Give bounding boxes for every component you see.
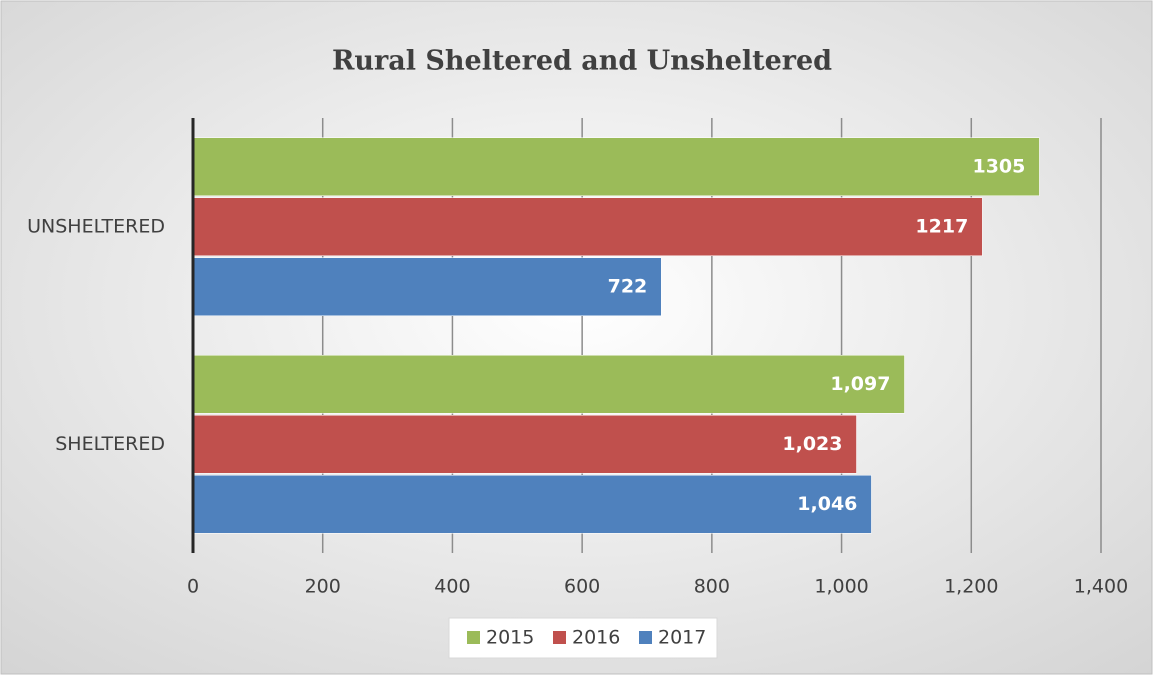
x-tick-label: 1,000	[814, 576, 868, 598]
legend-swatch	[553, 631, 566, 644]
bar	[192, 257, 662, 316]
bar	[192, 415, 857, 474]
y-tick-label: UNSHELTERED	[27, 215, 165, 237]
legend-swatch	[639, 631, 652, 644]
legend-box	[448, 617, 718, 659]
x-tick-label: 400	[434, 576, 470, 598]
data-label: 1305	[972, 155, 1025, 177]
x-tick-label: 600	[564, 576, 600, 598]
legend-swatch	[467, 631, 480, 644]
legend-label: 2017	[658, 627, 706, 649]
x-tick-label: 1,200	[944, 576, 998, 598]
bar	[192, 475, 872, 534]
legend-label: 2016	[572, 627, 620, 649]
bar	[192, 355, 905, 414]
x-tick-label: 800	[694, 576, 730, 598]
data-label: 722	[608, 275, 648, 297]
data-label: 1,046	[797, 493, 857, 515]
chart-title: Rural Sheltered and Unsheltered	[332, 46, 832, 77]
x-tick-label: 200	[305, 576, 341, 598]
legend-label: 2015	[486, 627, 534, 649]
data-label: 1,023	[782, 433, 842, 455]
bar	[192, 197, 983, 256]
data-label: 1217	[915, 215, 968, 237]
x-tick-label: 1,400	[1074, 576, 1128, 598]
data-label: 1,097	[830, 373, 890, 395]
bar	[192, 137, 1040, 196]
y-tick-label: SHELTERED	[55, 433, 165, 455]
x-tick-label: 0	[187, 576, 199, 598]
